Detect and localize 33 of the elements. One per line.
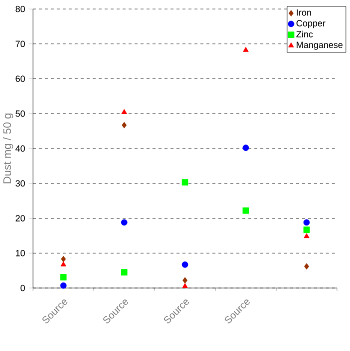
point xyxy=(121,219,128,226)
point xyxy=(242,207,249,214)
y-tick-label: 50 xyxy=(16,110,25,117)
y-tick-label: 80 xyxy=(16,6,25,12)
point xyxy=(122,122,127,128)
point xyxy=(182,179,188,186)
y-axis-title: Dust mg / 50 g xyxy=(2,114,14,184)
point xyxy=(303,219,310,226)
y-tick-label: 70 xyxy=(16,40,25,48)
point xyxy=(304,233,310,238)
point xyxy=(182,283,188,288)
y-tick-label: 40 xyxy=(15,145,25,152)
point xyxy=(121,109,127,114)
legend-label: Zinc xyxy=(296,30,313,38)
point xyxy=(60,282,67,289)
y-tick-label: 0 xyxy=(20,284,25,292)
point xyxy=(60,256,66,262)
point xyxy=(121,269,128,276)
point xyxy=(243,46,249,52)
point xyxy=(303,226,310,233)
legend-label: Manganese xyxy=(296,42,343,50)
point xyxy=(60,261,66,266)
y-tick-label: 60 xyxy=(16,76,25,82)
point xyxy=(182,261,188,268)
point xyxy=(182,277,188,284)
y-tick-label: 10 xyxy=(16,250,25,256)
y-tick-label: 20 xyxy=(16,215,25,222)
y-tick-label: 30 xyxy=(16,180,25,187)
point xyxy=(304,263,310,270)
point xyxy=(60,274,67,280)
point xyxy=(242,144,249,151)
legend-label: Copper xyxy=(296,20,326,28)
legend-label: Iron xyxy=(296,9,311,16)
